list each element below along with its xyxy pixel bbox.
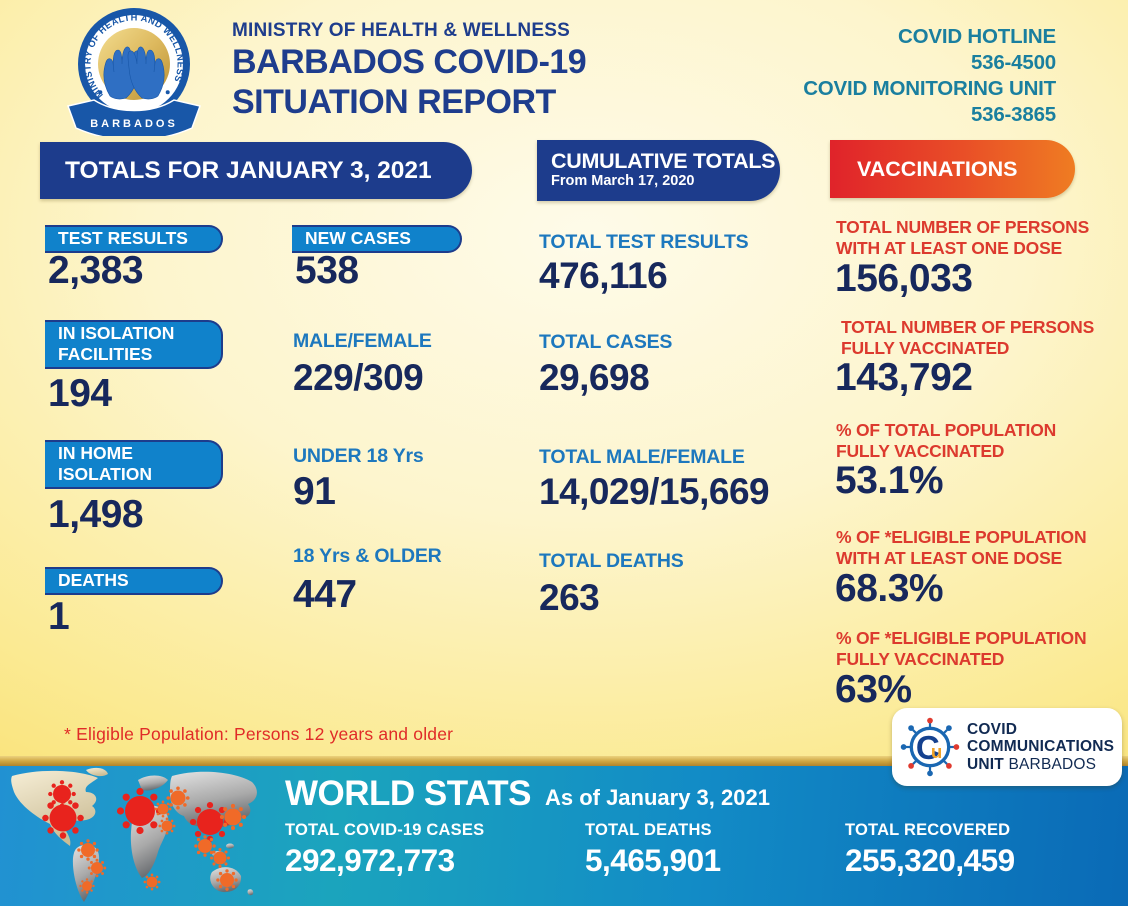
world-recovered-stat: TOTAL RECOVERED 255,320,459 (845, 821, 1015, 879)
ccu-virus-icon: C u (900, 717, 960, 777)
world-stats-date: As of January 3, 2021 (544, 785, 770, 810)
logo-dot-left (98, 90, 103, 95)
deaths-pill: DEATHS (45, 567, 223, 595)
daily-totals-banner: TOTALS FOR JANUARY 3, 2021 (40, 142, 472, 199)
world-deaths-value: 5,465,901 (585, 842, 721, 878)
ministry-name: MINISTRY OF HEALTH & WELLNESS (232, 20, 570, 41)
ccu-line2: COMMUNICATIONS (967, 738, 1115, 756)
gold-divider (0, 756, 1128, 766)
pct-eligible-one-dose-value: 68.3% (835, 567, 944, 610)
world-cases-stat: TOTAL COVID-19 CASES 292,972,773 (285, 821, 484, 879)
under-18-value: 91 (293, 470, 336, 513)
test-results-pill: TEST RESULTS (45, 225, 223, 253)
monitoring-unit-label: COVID MONITORING UNIT (803, 77, 1056, 100)
cumulative-banner-subtitle: From March 17, 2020 (551, 173, 695, 189)
world-deaths-label: TOTAL DEATHS (585, 821, 712, 839)
ccu-icon-letter-u: u (931, 741, 942, 762)
home-isolation-value: 1,498 (48, 493, 144, 536)
hotline-block: COVID HOTLINE 536-4500 COVID MONITORING … (803, 24, 1056, 128)
pct-total-fully-label: % OF TOTAL POPULATION FULLY VACCINATED (836, 420, 1057, 461)
total-deaths-label: TOTAL DEATHS (539, 550, 684, 572)
over-18-value: 447 (293, 573, 357, 616)
cumulative-banner-title: CUMULATIVE TOTALS (551, 149, 776, 173)
deaths-value: 1 (48, 595, 70, 638)
ccu-line3-barbados: BARBADOS (1008, 755, 1097, 773)
fully-vaccinated-value: 143,792 (835, 356, 973, 399)
covid-hotline-label: COVID HOTLINE (898, 25, 1056, 48)
home-isolation-pill: IN HOME ISOLATION (45, 440, 223, 489)
cumulative-banner: CUMULATIVE TOTALS From March 17, 2020 (537, 140, 780, 201)
logo-ribbon-text: BARBADOS (90, 118, 178, 130)
total-test-results-label: TOTAL TEST RESULTS (539, 231, 749, 253)
logo-dot-right (165, 90, 170, 95)
total-cases-label: TOTAL CASES (539, 331, 673, 353)
header-title-block: MINISTRY OF HEALTH & WELLNESS BARBADOS C… (232, 20, 587, 122)
pct-eligible-one-dose-label: % OF *ELIGIBLE POPULATION WITH AT LEAST … (836, 527, 1087, 568)
logo-ribbon (67, 99, 201, 136)
monitoring-unit-number: 536-3865 (970, 103, 1056, 126)
pct-eligible-fully-value: 63% (835, 668, 912, 711)
total-cases-value: 29,698 (539, 357, 650, 398)
ccu-line3-unit: UNIT (967, 755, 1004, 773)
total-male-female-label: TOTAL MALE/FEMALE (539, 446, 745, 468)
fully-vaccinated-label: TOTAL NUMBER OF PERSONS FULLY VACCINATED (841, 317, 1095, 358)
pct-total-fully-value: 53.1% (835, 459, 944, 502)
total-male-female-value: 14,029/15,669 (539, 471, 770, 512)
male-female-label: MALE/FEMALE (293, 330, 432, 352)
new-cases-pill: NEW CASES (292, 225, 462, 253)
ccu-icon-letter-c: C (916, 729, 940, 766)
ministry-logo: MINISTRY OF HEALTH AND WELLNESS BARBADOS (67, 8, 201, 136)
new-cases-value: 538 (295, 249, 359, 292)
ccu-line3: UNIT BARBADOS (967, 756, 1114, 774)
total-deaths-value: 263 (539, 577, 600, 618)
over-18-label: 18 Yrs & OLDER (293, 545, 442, 567)
world-map (11, 767, 257, 902)
world-recovered-label: TOTAL RECOVERED (845, 821, 1011, 839)
world-cases-value: 292,972,773 (285, 842, 455, 878)
isolation-facilities-value: 194 (48, 372, 112, 415)
report-title-line1: BARBADOS COVID-19 (232, 43, 587, 81)
world-deaths-stat: TOTAL DEATHS 5,465,901 (585, 821, 721, 879)
pct-eligible-fully-label: % OF *ELIGIBLE POPULATION FULLY VACCINAT… (836, 628, 1087, 669)
world-stats-title: WORLD STATS (285, 774, 531, 813)
under-18-label: UNDER 18 Yrs (293, 445, 424, 467)
one-dose-label: TOTAL NUMBER OF PERSONS WITH AT LEAST ON… (836, 217, 1090, 258)
test-results-value: 2,383 (48, 249, 144, 292)
world-cases-label: TOTAL COVID-19 CASES (285, 821, 485, 839)
total-test-results-value: 476,116 (539, 255, 668, 296)
report-title-line2: SITUATION REPORT (232, 83, 556, 121)
male-female-value: 229/309 (293, 357, 424, 398)
ccu-line1: COVID (967, 720, 1018, 738)
isolation-facilities-pill: IN ISOLATION FACILITIES (45, 320, 223, 369)
ccu-text-block: COVID COMMUNICATIONS UNIT BARBADOS (967, 721, 1114, 774)
world-stats-header: WORLD STATS As of January 3, 2021 (285, 774, 770, 814)
eligible-population-footnote: * Eligible Population: Persons 12 years … (64, 724, 454, 744)
covid-hotline-number: 536-4500 (970, 51, 1056, 74)
one-dose-value: 156,033 (835, 257, 973, 300)
vaccinations-banner: VACCINATIONS (830, 140, 1075, 198)
logo-hands-icon (103, 46, 165, 100)
world-recovered-value: 255,320,459 (845, 842, 1015, 878)
covid-communications-unit-logo: C u COVID COMMUNICATIONS UNIT BARBADOS (892, 708, 1122, 786)
